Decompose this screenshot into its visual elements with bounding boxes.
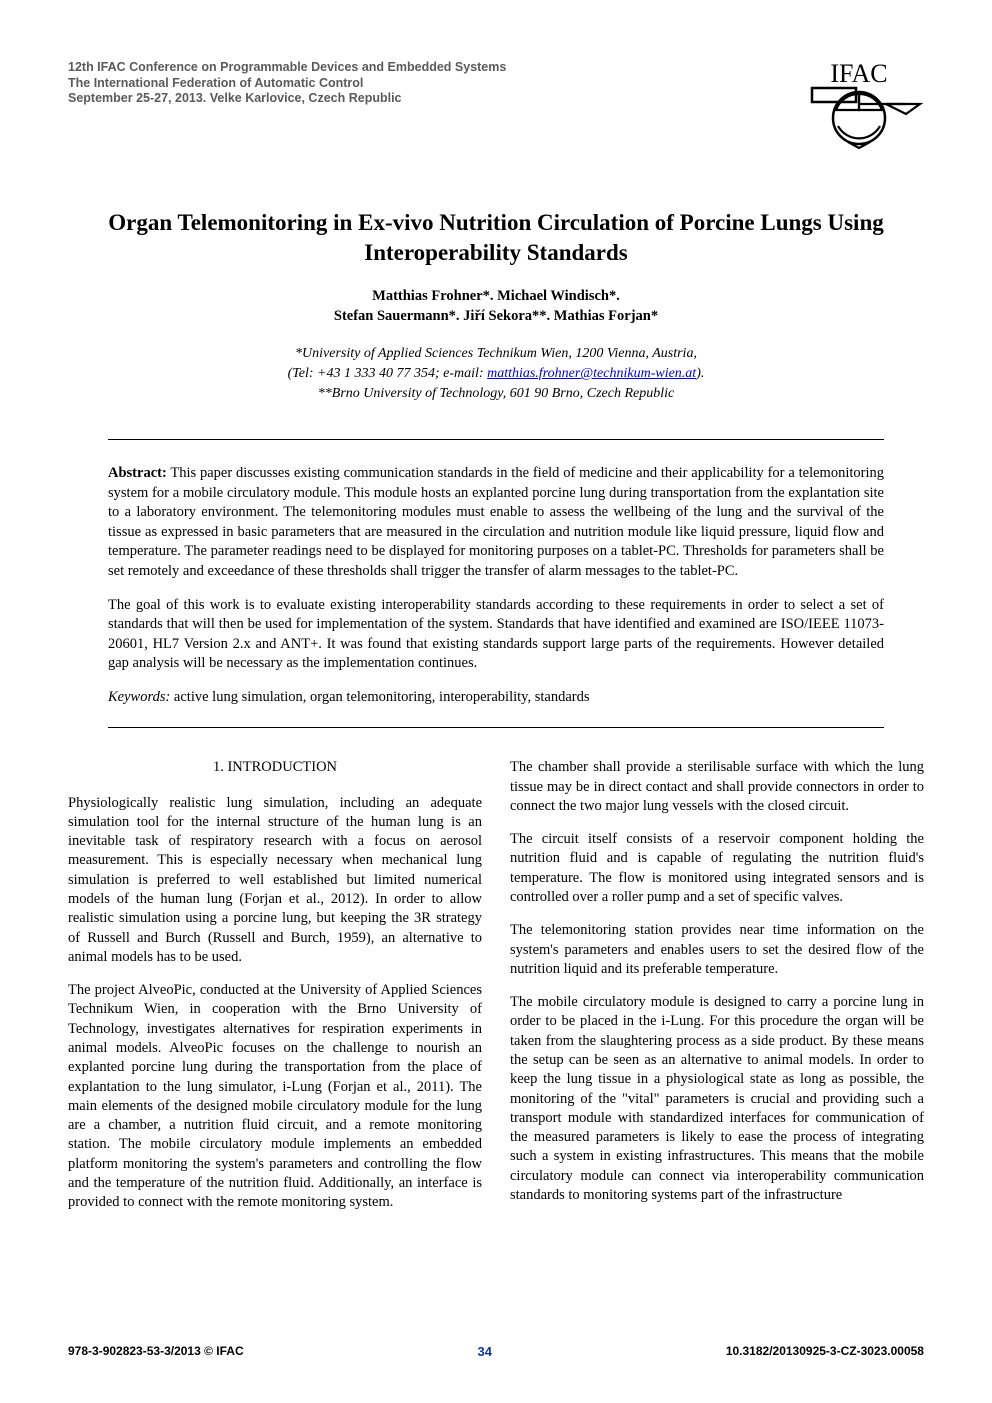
right-column: The chamber shall provide a sterilisable… xyxy=(510,758,924,1226)
keywords-line: Keywords: active lung simulation, organ … xyxy=(108,688,884,708)
page-footer: 978-3-902823-53-3/2013 © IFAC 34 10.3182… xyxy=(68,1344,924,1359)
body-paragraph: The telemonitoring station provides near… xyxy=(510,921,924,979)
affiliation-block: *University of Applied Sciences Techniku… xyxy=(68,344,924,403)
abstract-paragraph-1: Abstract: This paper discusses existing … xyxy=(108,464,884,581)
keywords-text: active lung simulation, organ telemonito… xyxy=(170,689,589,705)
ifac-logo: IFAC xyxy=(794,60,924,152)
keywords-label: Keywords: xyxy=(108,689,170,705)
authors-block: Matthias Frohner*. Michael Windisch*. St… xyxy=(68,286,924,327)
affiliation-line-3: **Brno University of Technology, 601 90 … xyxy=(68,384,924,404)
abstract-label: Abstract: xyxy=(108,465,167,481)
logo-text: IFAC xyxy=(830,60,887,88)
left-column: 1. INTRODUCTION Physiologically realisti… xyxy=(68,758,482,1226)
body-paragraph: The project AlveoPic, conducted at the U… xyxy=(68,981,482,1212)
affiliation-tel-prefix: (Tel: +43 1 333 40 77 354; e-mail: xyxy=(288,366,487,381)
authors-line-1: Matthias Frohner*. Michael Windisch*. xyxy=(68,286,924,306)
section-heading-introduction: 1. INTRODUCTION xyxy=(68,758,482,777)
page-number: 34 xyxy=(477,1344,491,1359)
body-columns: 1. INTRODUCTION Physiologically realisti… xyxy=(68,758,924,1226)
abstract-text-1: This paper discusses existing communicat… xyxy=(108,465,884,579)
body-paragraph: The circuit itself consists of a reservo… xyxy=(510,830,924,907)
affiliation-line-2: (Tel: +43 1 333 40 77 354; e-mail: matth… xyxy=(68,364,924,384)
affiliation-line-1: *University of Applied Sciences Techniku… xyxy=(68,344,924,364)
page-header: 12th IFAC Conference on Programmable Dev… xyxy=(68,60,924,152)
authors-line-2: Stefan Sauermann*. Jiří Sekora**. Mathia… xyxy=(68,306,924,326)
paper-title: Organ Telemonitoring in Ex-vivo Nutritio… xyxy=(108,208,884,268)
body-paragraph: The chamber shall provide a sterilisable… xyxy=(510,758,924,816)
footer-isbn: 978-3-902823-53-3/2013 © IFAC xyxy=(68,1344,244,1359)
body-paragraph: Physiologically realistic lung simulatio… xyxy=(68,794,482,968)
abstract-paragraph-2: The goal of this work is to evaluate exi… xyxy=(108,596,884,674)
body-paragraph: The mobile circulatory module is designe… xyxy=(510,993,924,1205)
conference-info: 12th IFAC Conference on Programmable Dev… xyxy=(68,60,506,107)
affiliation-line-suffix: ). xyxy=(696,366,704,381)
footer-doi: 10.3182/20130925-3-CZ-3023.00058 xyxy=(726,1344,924,1359)
abstract-block: Abstract: This paper discusses existing … xyxy=(108,439,884,728)
author-email-link[interactable]: matthias.frohner@technikum-wien.at xyxy=(487,366,696,381)
